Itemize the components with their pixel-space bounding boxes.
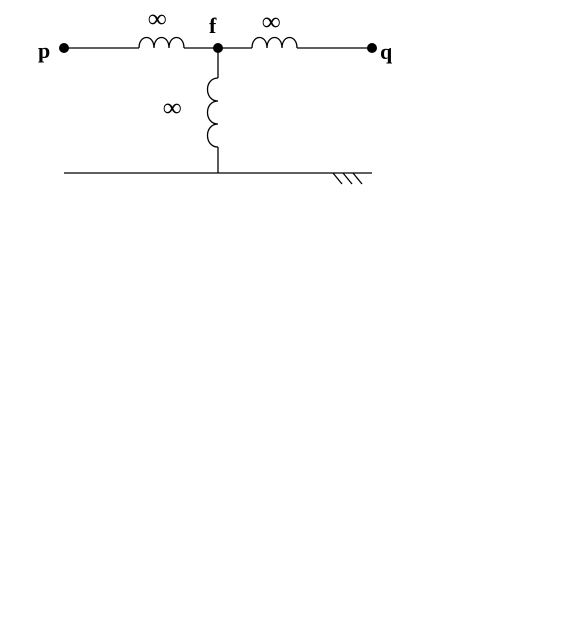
left-inductor xyxy=(138,36,185,49)
node-q-label: q xyxy=(380,39,393,64)
shunt-inductor xyxy=(206,77,219,148)
node-q-dot xyxy=(367,43,377,53)
node-p-dot xyxy=(59,43,69,53)
left-inductor-label: ∞ xyxy=(148,4,167,33)
right-inductor-label: ∞ xyxy=(262,7,281,36)
node-f-label: f xyxy=(209,13,217,38)
node-f-dot xyxy=(213,43,223,53)
shunt-inductor-label: ∞ xyxy=(163,93,182,122)
right-inductor xyxy=(251,36,298,49)
node-p-label: p xyxy=(38,38,50,63)
ground-hatch xyxy=(332,172,363,185)
